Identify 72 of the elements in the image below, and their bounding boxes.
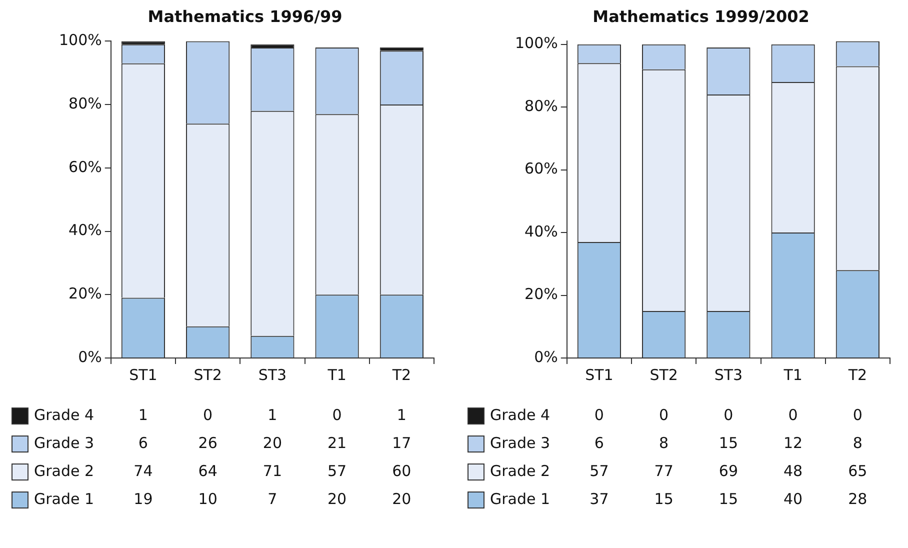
y-tick-label: 0% (78, 348, 102, 366)
data-label: 0 (724, 406, 734, 424)
x-tick-label: T2 (391, 366, 412, 384)
data-label: 20 (328, 490, 347, 508)
data-label: 12 (784, 434, 803, 452)
data-label: 0 (659, 406, 669, 424)
data-label: 0 (203, 406, 213, 424)
y-tick-label: 20% (524, 285, 558, 304)
y-tick-label: 40% (524, 222, 558, 240)
x-tick-label: T1 (782, 366, 802, 384)
legend-label: Grade 2 (34, 462, 94, 480)
chart-title: Mathematics 1996/99 (148, 6, 342, 26)
data-label: 7 (268, 490, 278, 508)
x-tick-label: T1 (326, 366, 346, 384)
data-label: 20 (392, 490, 412, 508)
data-label: 8 (659, 434, 669, 452)
data-label: 64 (198, 462, 218, 480)
data-label: 0 (788, 406, 798, 424)
legend-label: Grade 2 (490, 462, 550, 480)
x-tick-label: ST3 (714, 366, 743, 384)
data-label: 69 (718, 462, 738, 480)
data-label: 19 (134, 490, 153, 508)
legend-label: Grade 4 (490, 406, 550, 424)
data-label: 28 (848, 490, 868, 508)
data-label: 0 (852, 406, 862, 424)
data-label: 1 (268, 406, 278, 424)
data-label: 77 (654, 462, 674, 480)
x-tick-label: ST2 (650, 366, 678, 384)
data-label: 6 (594, 434, 604, 452)
x-tick-label: ST1 (129, 366, 158, 384)
data-label: 1 (396, 406, 406, 424)
data-label: 0 (332, 406, 342, 424)
y-tick-label: 80% (68, 94, 102, 112)
y-tick-label: 80% (524, 96, 558, 115)
x-tick-label: T2 (847, 366, 868, 384)
data-label: 60 (392, 462, 412, 480)
data-label: 6 (138, 434, 148, 452)
y-tick-label: 100% (58, 31, 102, 50)
legend-label: Grade 1 (34, 490, 94, 508)
data-label: 65 (848, 462, 868, 480)
x-tick-label: ST3 (258, 366, 287, 384)
data-label: 15 (718, 434, 738, 452)
data-label: 57 (590, 462, 609, 480)
data-label: 26 (198, 434, 218, 452)
data-label: 0 (594, 406, 604, 424)
y-tick-label: 60% (68, 158, 102, 176)
y-tick-label: 40% (68, 221, 102, 240)
y-tick-label: 20% (68, 284, 102, 303)
legend-label: Grade 1 (490, 490, 550, 508)
data-label: 74 (134, 462, 153, 480)
data-label: 40 (784, 490, 803, 508)
data-label: 1 (138, 406, 148, 424)
data-label: 17 (392, 434, 412, 452)
data-label: 8 (852, 434, 862, 452)
data-label: 15 (654, 490, 674, 508)
data-label: 48 (784, 462, 803, 480)
data-label: 21 (328, 434, 347, 452)
chart-title: Mathematics 1999/2002 (592, 6, 810, 26)
data-label: 57 (328, 462, 347, 480)
legend-label: Grade 4 (34, 406, 94, 424)
y-tick-label: 60% (524, 160, 558, 178)
y-tick-label: 100% (514, 34, 558, 52)
legend-label: Grade 3 (490, 434, 550, 452)
data-label: 10 (198, 490, 218, 508)
x-tick-label: ST2 (194, 366, 222, 384)
data-label: 37 (590, 490, 609, 508)
x-tick-label: ST1 (585, 366, 614, 384)
data-label: 20 (262, 434, 282, 452)
legend-label: Grade 3 (34, 434, 94, 452)
data-label: 15 (718, 490, 738, 508)
data-label: 71 (262, 462, 282, 480)
y-tick-label: 0% (534, 348, 558, 366)
